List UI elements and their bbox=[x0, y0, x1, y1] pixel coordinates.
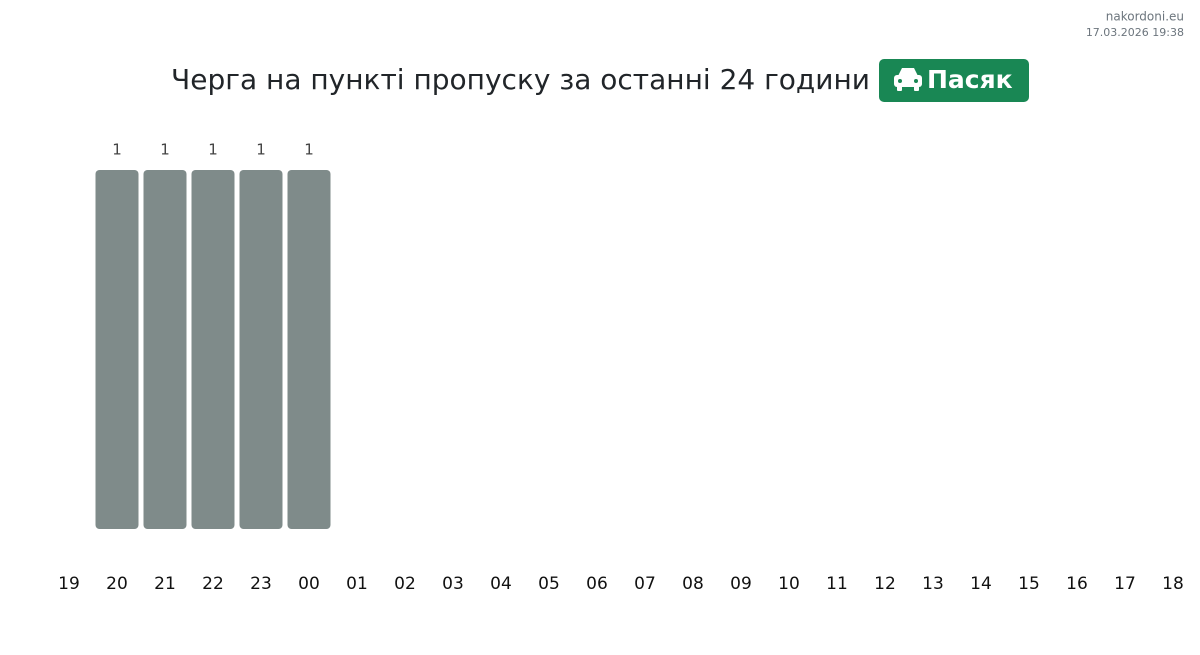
x-tick-label: 16 bbox=[1066, 574, 1088, 594]
x-tick-label: 15 bbox=[1018, 574, 1040, 594]
x-tick-label: 03 bbox=[442, 574, 464, 594]
x-tick-label: 10 bbox=[778, 574, 800, 594]
value-label: 1 bbox=[160, 141, 170, 159]
value-label: 1 bbox=[208, 141, 218, 159]
value-label: 1 bbox=[112, 141, 122, 159]
x-tick-label: 13 bbox=[922, 574, 944, 594]
site-name: nakordoni.eu bbox=[1106, 10, 1184, 24]
x-tick-label: 11 bbox=[826, 574, 848, 594]
badge-label: Пасяк bbox=[927, 65, 1013, 94]
x-tick-label: 06 bbox=[586, 574, 608, 594]
x-tick-label: 23 bbox=[250, 574, 272, 594]
x-tick-label: 12 bbox=[874, 574, 896, 594]
x-tick-label: 08 bbox=[682, 574, 704, 594]
x-tick-label: 01 bbox=[346, 574, 368, 594]
bar bbox=[287, 170, 331, 529]
x-tick-label: 14 bbox=[970, 574, 992, 594]
bar bbox=[143, 170, 187, 529]
x-tick-label: 20 bbox=[106, 574, 128, 594]
x-tick-label: 22 bbox=[202, 574, 224, 594]
x-tick-label: 21 bbox=[154, 574, 176, 594]
x-tick-label: 04 bbox=[490, 574, 512, 594]
x-tick-label: 05 bbox=[538, 574, 560, 594]
chart-title: Черга на пункті пропуску за останні 24 г… bbox=[171, 63, 870, 96]
x-tick-label: 07 bbox=[634, 574, 656, 594]
timestamp: 17.03.2026 19:38 bbox=[1086, 26, 1184, 39]
x-tick-label: 19 bbox=[58, 574, 80, 594]
x-tick-label: 17 bbox=[1114, 574, 1136, 594]
bar bbox=[191, 170, 235, 529]
x-tick-label: 09 bbox=[730, 574, 752, 594]
x-tick-label: 00 bbox=[298, 574, 320, 594]
x-tick-label: 18 bbox=[1162, 574, 1184, 594]
bar bbox=[95, 170, 139, 529]
car-icon bbox=[894, 68, 922, 91]
value-label: 1 bbox=[304, 141, 314, 159]
badge-bg bbox=[879, 59, 1029, 102]
value-label: 1 bbox=[256, 141, 266, 159]
bar bbox=[239, 170, 283, 529]
badge: Пасяк bbox=[879, 59, 1029, 102]
x-tick-label: 02 bbox=[394, 574, 416, 594]
